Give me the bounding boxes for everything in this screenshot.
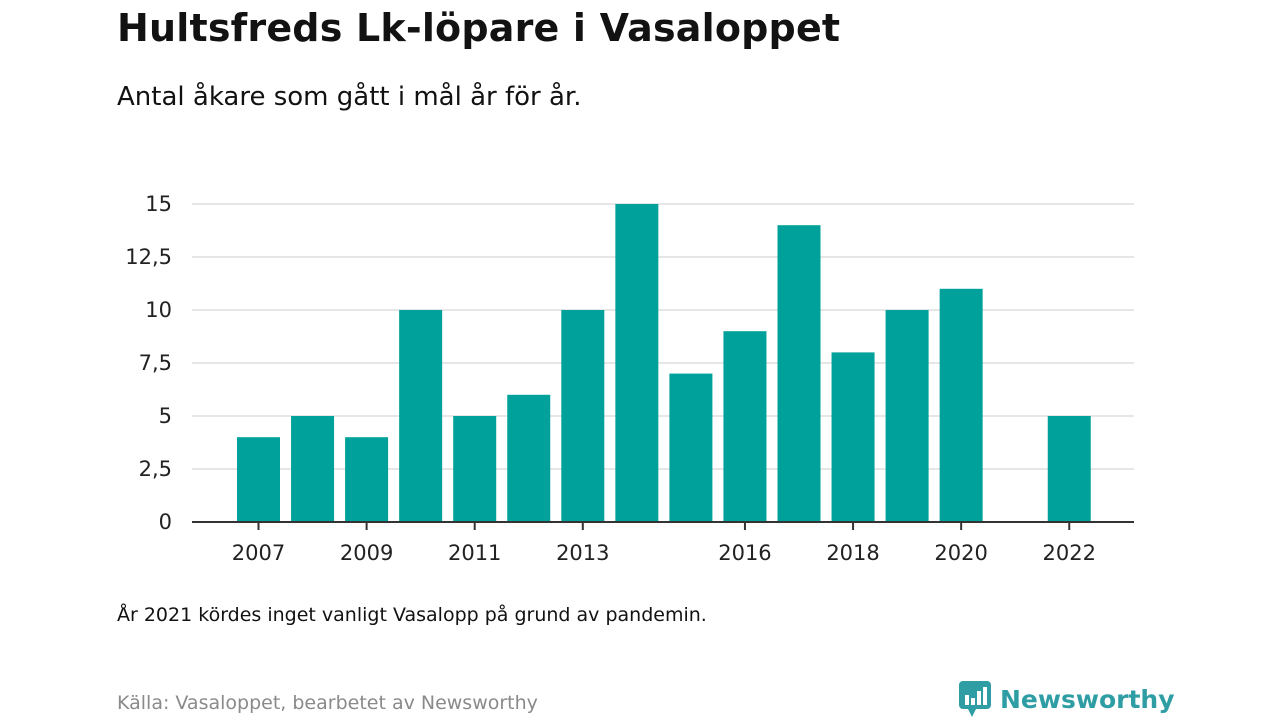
x-tick-label: 2011 — [448, 541, 501, 565]
y-tick-label: 0 — [159, 510, 172, 534]
y-tick-label: 10 — [145, 298, 172, 322]
footnote: År 2021 kördes inget vanligt Vasalopp på… — [117, 604, 707, 626]
bars — [237, 204, 1091, 522]
bar-2013 — [561, 310, 605, 522]
y-tick-label: 12,5 — [125, 245, 172, 269]
newsworthy-logo-icon — [959, 681, 991, 717]
bar-2014 — [615, 204, 659, 522]
brand-name: Newsworthy — [1000, 684, 1175, 714]
bar-2009 — [345, 437, 389, 522]
bar-2019 — [885, 310, 929, 522]
y-tick-label: 5 — [159, 404, 172, 428]
y-tick-label: 2,5 — [139, 457, 172, 481]
bar-2008 — [291, 416, 335, 522]
bar-2012 — [507, 394, 551, 522]
y-tick-label: 7,5 — [139, 351, 172, 375]
chart-subtitle: Antal åkare som gått i mål år för år. — [117, 82, 582, 112]
bar-2010 — [399, 310, 443, 522]
bar-2022 — [1047, 416, 1091, 522]
bar-2018 — [831, 352, 875, 522]
bar-2007 — [237, 437, 280, 522]
x-tick-label: 2018 — [826, 541, 879, 565]
x-tick-label: 2009 — [340, 541, 393, 565]
bar-chart: 0 2,5 5 7,5 10 12,5 15 2007 2009 2011 2013 2016 2018… — [125, 192, 1134, 565]
bar-2016 — [723, 331, 767, 522]
bar-2015 — [669, 373, 713, 522]
bar-2020 — [939, 288, 983, 522]
newsworthy-logo: Newsworthy — [958, 680, 1175, 718]
axes — [192, 521, 1134, 530]
source-credit: Källa: Vasaloppet, bearbetet av Newswort… — [117, 692, 538, 714]
bar-2017 — [777, 225, 821, 522]
x-tick-label: 2013 — [556, 541, 609, 565]
x-tick-label: 2016 — [718, 541, 771, 565]
y-tick-label: 15 — [145, 192, 172, 216]
x-tick-label: 2007 — [232, 541, 285, 565]
tick-labels: 0 2,5 5 7,5 10 12,5 15 2007 2009 2011 2013 2016 2018… — [125, 192, 1096, 565]
chart-title: Hultsfreds Lk-löpare i Vasaloppet — [117, 6, 841, 50]
x-tick-label: 2020 — [934, 541, 987, 565]
x-tick-label: 2022 — [1043, 541, 1096, 565]
bar-2011 — [453, 416, 497, 522]
